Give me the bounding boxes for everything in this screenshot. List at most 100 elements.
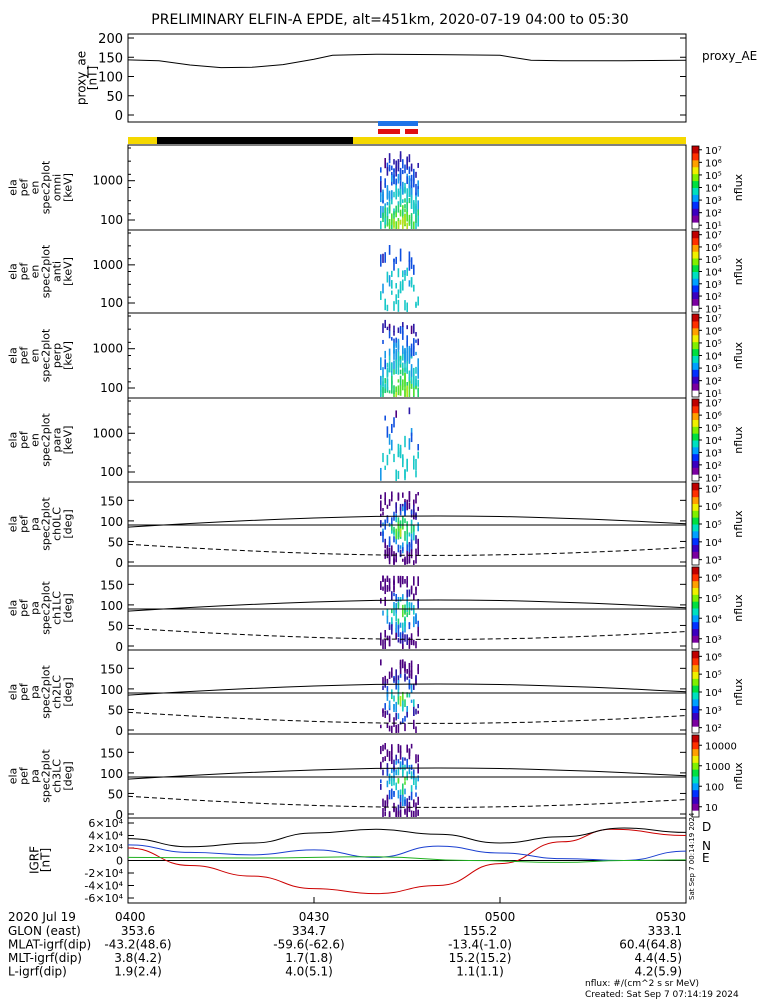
spectrogram-pixel <box>402 348 404 355</box>
spectrogram-pixel <box>386 615 389 624</box>
spectrogram-pixel <box>397 379 400 383</box>
spectrogram-pixel <box>404 300 406 311</box>
colorbar-segment <box>692 341 699 350</box>
spectrogram-pixel <box>386 185 389 198</box>
spectrogram-pixel <box>397 759 400 764</box>
spectrogram-pixel <box>395 386 397 393</box>
spectrogram-pixel <box>393 349 395 360</box>
spectrogram-pixel <box>402 547 404 552</box>
spectrogram-pixel <box>393 592 395 597</box>
spectrogram-pixel <box>415 802 417 810</box>
spectrogram-pixel <box>384 710 386 718</box>
spectrogram-pixel <box>408 532 411 537</box>
spectrogram-pixel <box>391 165 393 171</box>
colorbar-segment <box>692 621 699 629</box>
spectrogram-pixel <box>380 167 382 173</box>
spectrogram-pixel <box>399 578 402 588</box>
spectrogram-pixel <box>402 718 404 724</box>
spectrogram-pixel <box>388 581 391 590</box>
spectrogram-pixel <box>388 552 391 562</box>
colorbar-segment <box>692 594 699 602</box>
spectrogram-pixel <box>408 603 411 608</box>
spectrogram-pixel <box>406 534 408 545</box>
spectrogram-pixel <box>413 178 415 188</box>
spectrogram-pixel <box>410 633 413 637</box>
spectrogram-pixel <box>386 794 389 804</box>
spectrogram-pixel <box>386 454 389 466</box>
spectrogram-pixel <box>417 200 419 212</box>
spectrogram-pixel <box>395 209 397 218</box>
spectrogram-pixel <box>399 281 402 293</box>
spectrogram-pixel <box>402 659 404 669</box>
colorbar-segment <box>692 503 699 511</box>
spectrogram-pixel <box>384 178 386 186</box>
colorbar-tick-label: 10⁶ <box>705 326 722 337</box>
spectrogram-pixel <box>380 761 382 769</box>
y-axis-label-line: [nT] <box>39 848 53 872</box>
igrf-legend-d: D <box>702 820 711 834</box>
spectrogram-pixel <box>402 576 404 585</box>
spectrogram-pixel <box>408 259 411 271</box>
spectrogram-pixel <box>393 417 395 428</box>
colorbar-tick-label: 10³ <box>705 364 722 375</box>
spectrogram-pixel <box>408 197 411 204</box>
spectrogram-pixel <box>391 744 393 755</box>
spectrogram-pixel <box>382 367 384 378</box>
spectrogram-pixel <box>395 167 397 177</box>
y-tick-label: 0 <box>115 640 123 654</box>
spectrogram-pixel <box>391 608 393 614</box>
y-tick-label: 100 <box>100 213 123 227</box>
colorbar-segment <box>692 231 699 239</box>
spectrogram-pixel <box>402 181 404 195</box>
colorbar-tick-label: 10⁷ <box>705 484 722 495</box>
spectrogram-pixel <box>410 666 413 676</box>
colorbar-segment <box>692 551 699 559</box>
spectrogram-pixel <box>388 192 391 200</box>
colorbar-segment <box>692 685 699 693</box>
spectrogram-pixel <box>413 775 415 786</box>
spectrogram-pixel <box>397 385 400 396</box>
spectrogram-pixel <box>410 257 413 269</box>
spectrogram-pixel <box>408 622 411 630</box>
spectrogram-pixel <box>386 723 389 729</box>
spectrogram-pixel <box>402 382 404 388</box>
spectrogram-pixel <box>393 604 395 616</box>
y-tick-label: 150 <box>98 51 123 66</box>
spectrogram-pixel <box>410 519 413 527</box>
spectrogram-pixel <box>408 589 411 597</box>
y-axis-label-line: spec2plot <box>40 328 53 382</box>
date-label: 2020 Jul 19 <box>8 910 76 924</box>
spectrogram-pixel <box>380 176 382 183</box>
colorbar-tick-label: 10⁴ <box>705 352 722 363</box>
spectrogram-pixel <box>393 369 395 375</box>
colorbar-segment <box>692 558 699 566</box>
ephemeris-row-label: L-igrf(dip) <box>8 965 67 979</box>
colorbar-tick-label: 10² <box>705 377 722 388</box>
spectrogram-pixel <box>402 622 404 632</box>
spectrogram-pixel <box>404 503 406 514</box>
loss-cone-line <box>127 599 687 612</box>
spectrogram-pixel <box>415 792 417 797</box>
spectrogram-pixel <box>386 504 389 509</box>
spectrogram-pixel <box>395 812 397 817</box>
colorbar-segment <box>692 215 699 223</box>
spectrogram-pixel <box>384 745 386 749</box>
y-tick-label: 1000 <box>92 342 123 356</box>
spectrogram-pixel <box>395 283 397 289</box>
y-axis-label-line: pef <box>18 766 31 785</box>
y-axis-label-line: pef <box>18 682 31 701</box>
colorbar-tick-label: 10³ <box>705 448 722 459</box>
y-axis-label-line: [deg] <box>62 509 75 538</box>
spectrogram-pixel <box>413 605 415 615</box>
spectrogram-pixel <box>380 632 382 641</box>
colorbar-label-text: nflux <box>732 341 745 369</box>
colorbar-tick-label: 1000 <box>705 762 730 773</box>
spectrogram-pixel <box>380 661 382 666</box>
spectrogram-pixel <box>380 784 382 790</box>
spectrogram-pixel <box>417 667 419 675</box>
spectrogram-pixel <box>417 506 419 511</box>
spectrogram-pixel <box>386 585 389 592</box>
spectrogram-pixel <box>395 754 397 761</box>
spectrogram-pixel <box>404 781 406 785</box>
spectrogram-pixel <box>386 370 389 377</box>
